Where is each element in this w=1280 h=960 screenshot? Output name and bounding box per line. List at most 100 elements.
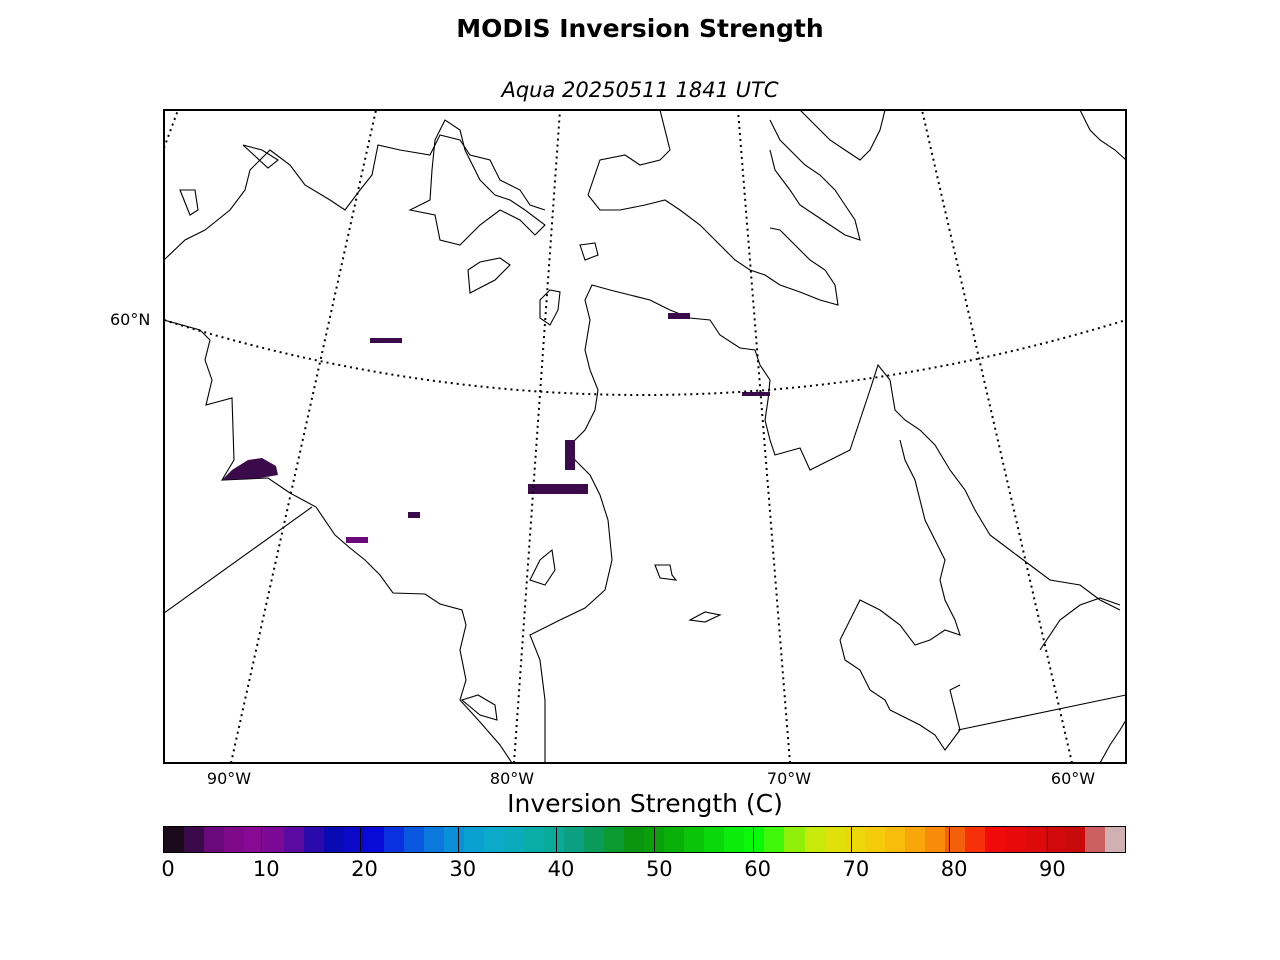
mansel-island bbox=[579, 242, 599, 261]
colorbar-segment bbox=[664, 827, 685, 852]
colorbar-segment bbox=[324, 827, 345, 852]
colorbar-segment bbox=[604, 827, 625, 852]
colorbar-segment bbox=[264, 827, 285, 852]
figure-subtitle: Aqua 20250511 1841 UTC bbox=[501, 78, 779, 102]
colorbar-segment bbox=[624, 827, 645, 852]
colorbar-tick bbox=[163, 826, 164, 853]
colorbar-tick-label: 40 bbox=[547, 857, 575, 881]
colorbar-tick bbox=[752, 826, 754, 853]
colorbar-tick bbox=[949, 826, 951, 853]
parallel-60n bbox=[164, 319, 1126, 396]
far-east-coast bbox=[1079, 110, 1126, 161]
map-frame bbox=[163, 109, 1127, 764]
labrador-lake bbox=[839, 639, 961, 751]
colorbar-segment bbox=[904, 827, 925, 852]
colorbar-segment bbox=[564, 827, 585, 852]
newfoundland-coast bbox=[1039, 597, 1121, 651]
colorbar-segment bbox=[524, 827, 545, 852]
coats-island bbox=[467, 257, 511, 294]
nottingham-island bbox=[539, 289, 561, 326]
colorbar-segment bbox=[884, 827, 905, 852]
lon-label-70w: 70°W bbox=[766, 769, 812, 788]
colorbar-tick-label: 10 bbox=[252, 857, 280, 881]
lon-label-90w: 90°W bbox=[206, 769, 252, 788]
hudson-bay-east-coast bbox=[529, 284, 1121, 763]
colorbar-tick bbox=[556, 826, 558, 853]
colorbar-segment bbox=[184, 827, 205, 852]
meridian-100w bbox=[164, 110, 179, 149]
north-islet bbox=[242, 144, 279, 169]
meridian-60w bbox=[921, 110, 1073, 763]
colorbar-segment bbox=[924, 827, 945, 852]
colorbar-segment bbox=[684, 827, 705, 852]
colorbar-segment bbox=[824, 827, 845, 852]
province-border-manitoba-ontario bbox=[164, 506, 313, 614]
colorbar-tick-label: 70 bbox=[842, 857, 870, 881]
baffin-island bbox=[769, 119, 861, 241]
lon-label-60w: 60°W bbox=[1050, 769, 1096, 788]
hudson-bay-north-coast bbox=[164, 134, 546, 261]
colorbar-tick bbox=[359, 826, 361, 853]
ungava-coast-2 bbox=[587, 194, 839, 306]
coastlines bbox=[164, 110, 1126, 763]
colorbar-segment bbox=[944, 827, 965, 852]
colorbar-segment bbox=[344, 827, 365, 852]
hudson-bay-west-coast bbox=[164, 319, 513, 763]
colorbar-segment bbox=[724, 827, 745, 852]
colorbar-segment bbox=[804, 827, 825, 852]
colorbar-segment bbox=[704, 827, 725, 852]
inversion-cell bbox=[346, 537, 368, 543]
labrador-coast bbox=[839, 439, 961, 646]
colorbar-segment bbox=[744, 827, 765, 852]
small-island-b bbox=[688, 611, 722, 623]
colorbar-segment bbox=[164, 827, 185, 852]
colorbar-segment bbox=[984, 827, 1005, 852]
colorbar-segment bbox=[384, 827, 405, 852]
colorbar-segment bbox=[204, 827, 225, 852]
province-border-quebec-labrador bbox=[957, 694, 1126, 731]
colorbar-tick bbox=[1047, 826, 1049, 853]
small-island-a bbox=[654, 564, 678, 581]
graticule bbox=[164, 110, 1126, 763]
lat-label-60n: 60°N bbox=[110, 310, 151, 329]
colorbar-tick-label: 90 bbox=[1039, 857, 1066, 881]
inversion-cell bbox=[565, 440, 575, 470]
inversion-cell bbox=[370, 338, 402, 343]
colorbar-segment bbox=[1084, 827, 1105, 852]
colorbar-segment bbox=[1064, 827, 1085, 852]
colorbar-segment bbox=[364, 827, 385, 852]
colorbar-segment bbox=[1024, 827, 1045, 852]
southampton-island bbox=[408, 119, 546, 246]
colorbar-segment bbox=[844, 827, 865, 852]
colorbar-segment bbox=[504, 827, 525, 852]
colorbar-tick-label: 80 bbox=[940, 857, 968, 881]
meridian-80w bbox=[513, 110, 561, 763]
colorbar-segment bbox=[584, 827, 605, 852]
akimiski-island bbox=[460, 694, 498, 721]
colorbar-tick-label: 0 bbox=[161, 857, 175, 881]
meridian-70w bbox=[737, 110, 791, 763]
northwest-islet bbox=[179, 189, 199, 216]
inversion-cluster-west bbox=[222, 458, 278, 480]
colorbar-tick bbox=[654, 826, 656, 853]
inversion-data-cells bbox=[222, 313, 770, 543]
colorbar-segment bbox=[244, 827, 265, 852]
colorbar-segment bbox=[864, 827, 885, 852]
colorbar-segment bbox=[304, 827, 325, 852]
colorbar-tick-label: 60 bbox=[744, 857, 771, 881]
colorbar-tick-label: 50 bbox=[645, 857, 673, 881]
colorbar-segment bbox=[224, 827, 245, 852]
colorbar-tick-label: 30 bbox=[449, 857, 477, 881]
inversion-cell bbox=[668, 313, 690, 319]
colorbar bbox=[163, 826, 1126, 853]
baffin-island-east bbox=[799, 110, 886, 161]
belcher-islands bbox=[529, 548, 556, 586]
colorbar-label: Inversion Strength (C) bbox=[507, 789, 783, 818]
colorbar-segment bbox=[464, 827, 485, 852]
colorbar-segment bbox=[764, 827, 785, 852]
colorbar-segment bbox=[1104, 827, 1125, 852]
lon-label-80w: 80°W bbox=[489, 769, 535, 788]
inversion-cell bbox=[528, 484, 588, 494]
colorbar-segment bbox=[964, 827, 985, 852]
southeast-coast bbox=[1099, 719, 1126, 763]
